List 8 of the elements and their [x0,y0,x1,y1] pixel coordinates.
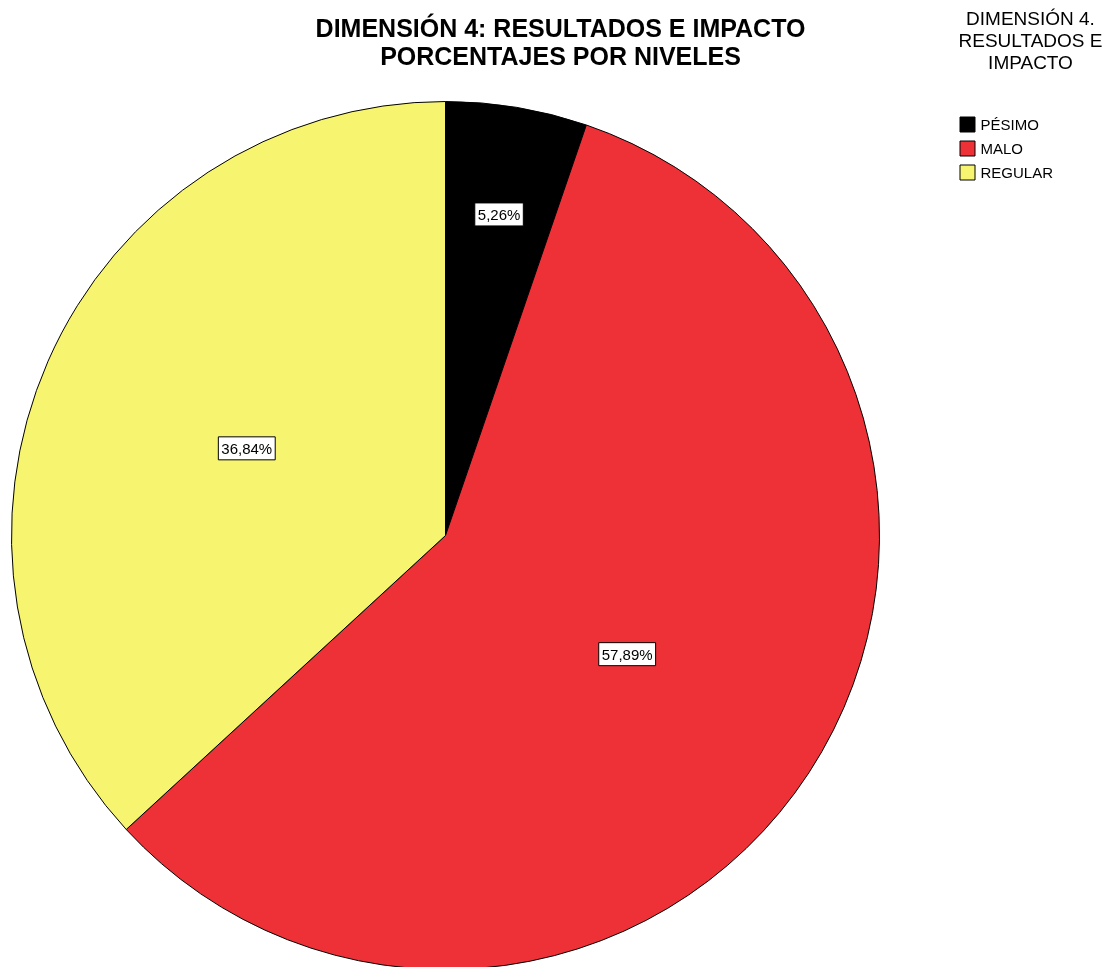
data-label: 5,26% [477,205,521,223]
legend-label: MALO [980,140,1024,157]
legend-title: DIMENSIÓN 4. RESULTADOS E IMPACTO [958,8,1103,73]
data-label: 36,84% [221,439,273,457]
data-label: 57,89% [601,645,653,663]
legend-label: PÉSIMO [980,116,1039,133]
chart-title: DIMENSIÓN 4: RESULTADOS E IMPACTO PORCENTAJES POR NIVELES [315,12,806,70]
legend-label: REGULAR [980,164,1054,181]
